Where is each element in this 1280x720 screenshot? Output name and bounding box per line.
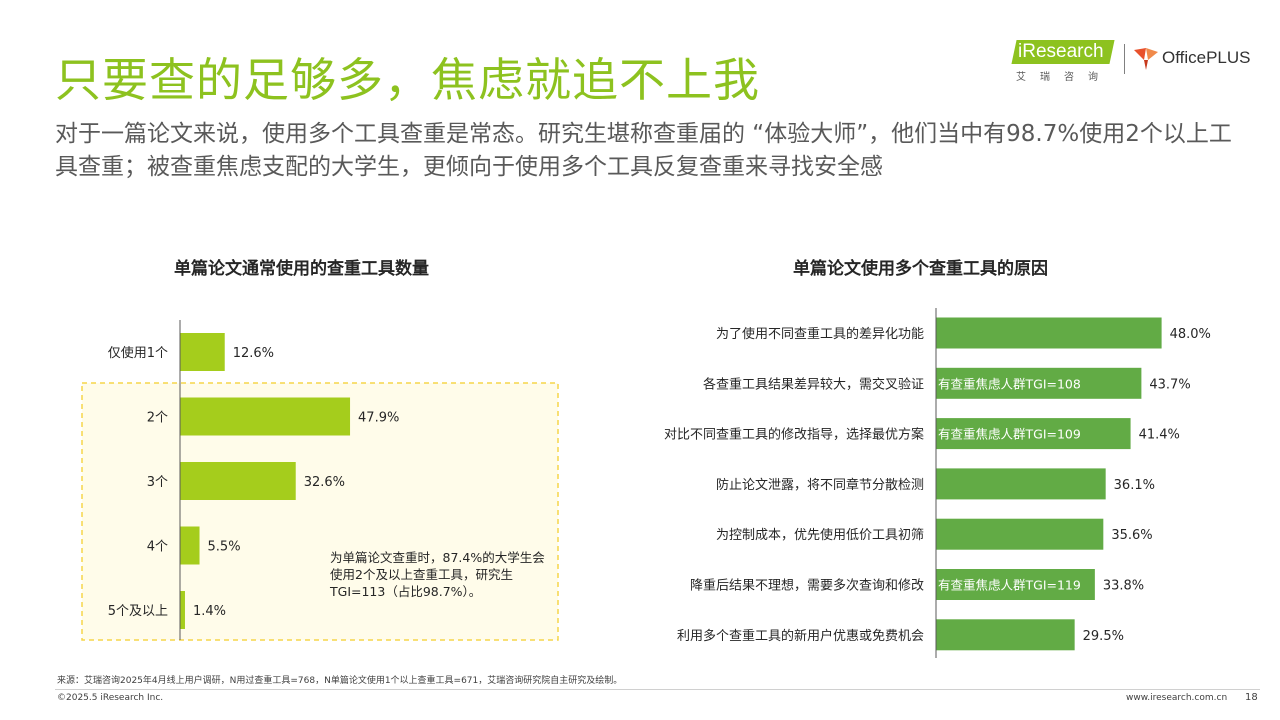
value-label: 5.5%: [208, 540, 241, 555]
chart-bar: [936, 569, 1095, 600]
left-bar-chart: 仅使用1个 12.6% 2个 47.9% 3个 32.6% 4个 5.5% 5个及以上 1.4%: [81, 320, 559, 641]
right-bar-chart: 为了使用不同查重工具的差异化功能 48.0% 各查重工具结果差异较大，需交叉验证 43…: [664, 308, 1211, 658]
category-label: 各查重工具结果差异较大，需交叉验证: [703, 376, 924, 392]
right-chart-title: 单篇论文使用多个查重工具的原因: [793, 259, 1048, 279]
bar-tgi-note: 有查重焦虑人群TGI=109: [938, 427, 1081, 442]
bar-tgi-note: 有查重焦虑人群TGI=119: [938, 578, 1081, 593]
chart-bar: [180, 462, 296, 500]
officeplus-icon: [1134, 48, 1158, 70]
category-label: 对比不同查重工具的修改指导，选择最优方案: [664, 427, 924, 443]
value-label: 33.8%: [1103, 579, 1144, 594]
left-chart-title: 单篇论文通常使用的查重工具数量: [174, 259, 429, 279]
brand-logos: iResearch 艾瑞咨询 OfficePLUS: [1008, 36, 1258, 86]
category-label: 为了使用不同查重工具的差异化功能: [716, 326, 924, 342]
category-label: 利用多个查重工具的新用户优惠或免费机会: [677, 628, 924, 644]
chart-bar: [936, 619, 1075, 651]
footer-divider: [55, 689, 1260, 690]
chart-bar: [180, 397, 351, 436]
page-number: 18: [1245, 692, 1258, 703]
value-label: 1.4%: [193, 604, 226, 619]
chart-bar: [936, 367, 1142, 399]
value-label: 35.6%: [1111, 528, 1152, 543]
page-subtitle: 对于一篇论文来说，使用多个工具查重是常态。研究生堪称查重届的 “体验大师”，他们…: [55, 121, 1232, 180]
website-url: www.iresearch.com.cn: [1126, 693, 1228, 703]
value-label: 48.0%: [1170, 327, 1211, 342]
value-label: 47.9%: [358, 411, 399, 426]
category-label: 2个: [147, 411, 168, 426]
value-label: 36.1%: [1114, 478, 1155, 493]
category-label: 5个及以上: [108, 604, 168, 619]
value-label: 43.7%: [1149, 377, 1190, 392]
bar-tgi-note: 有查重焦虑人群TGI=108: [938, 376, 1081, 391]
category-label: 4个: [147, 540, 168, 555]
category-label: 仅使用1个: [108, 345, 168, 361]
chart-bar: [936, 518, 1104, 550]
iresearch-logo-chinese: 艾瑞咨询: [1016, 72, 1112, 83]
category-label: 3个: [147, 475, 168, 490]
category-label: 为控制成本，优先使用低价工具初筛: [716, 527, 924, 543]
category-label: 降重后结果不理想，需要多次查询和修改: [690, 578, 924, 594]
iresearch-logo-text: iResearch: [1018, 41, 1104, 62]
source-note: 来源：艾瑞咨询2025年4月线上用户调研，N用过查重工具=768，N单篇论文使用…: [57, 676, 623, 686]
chart-bar: [180, 333, 225, 371]
value-label: 12.6%: [233, 346, 274, 361]
value-label: 32.6%: [304, 475, 345, 490]
value-label: 29.5%: [1083, 629, 1124, 644]
chart-bar: [936, 418, 1131, 450]
chart-bar: [936, 468, 1106, 500]
category-label: 防止论文泄露，将不同章节分散检测: [716, 477, 924, 493]
copyright-text: ©2025.5 iResearch Inc.: [57, 693, 164, 703]
chart-bar: [180, 591, 185, 629]
officeplus-logo-text: OfficePLUS: [1162, 48, 1251, 67]
chart-bar: [180, 526, 200, 565]
page-title: 只要查的足够多，焦虑就追不上我: [55, 53, 760, 107]
highlight-note: 为单篇论文查重时，87.4%的大学生会使用2个及以上查重工具，研究生TGI=11…: [330, 550, 545, 599]
chart-bar: [936, 317, 1162, 349]
logo-divider: [1124, 44, 1125, 74]
value-label: 41.4%: [1139, 428, 1180, 443]
